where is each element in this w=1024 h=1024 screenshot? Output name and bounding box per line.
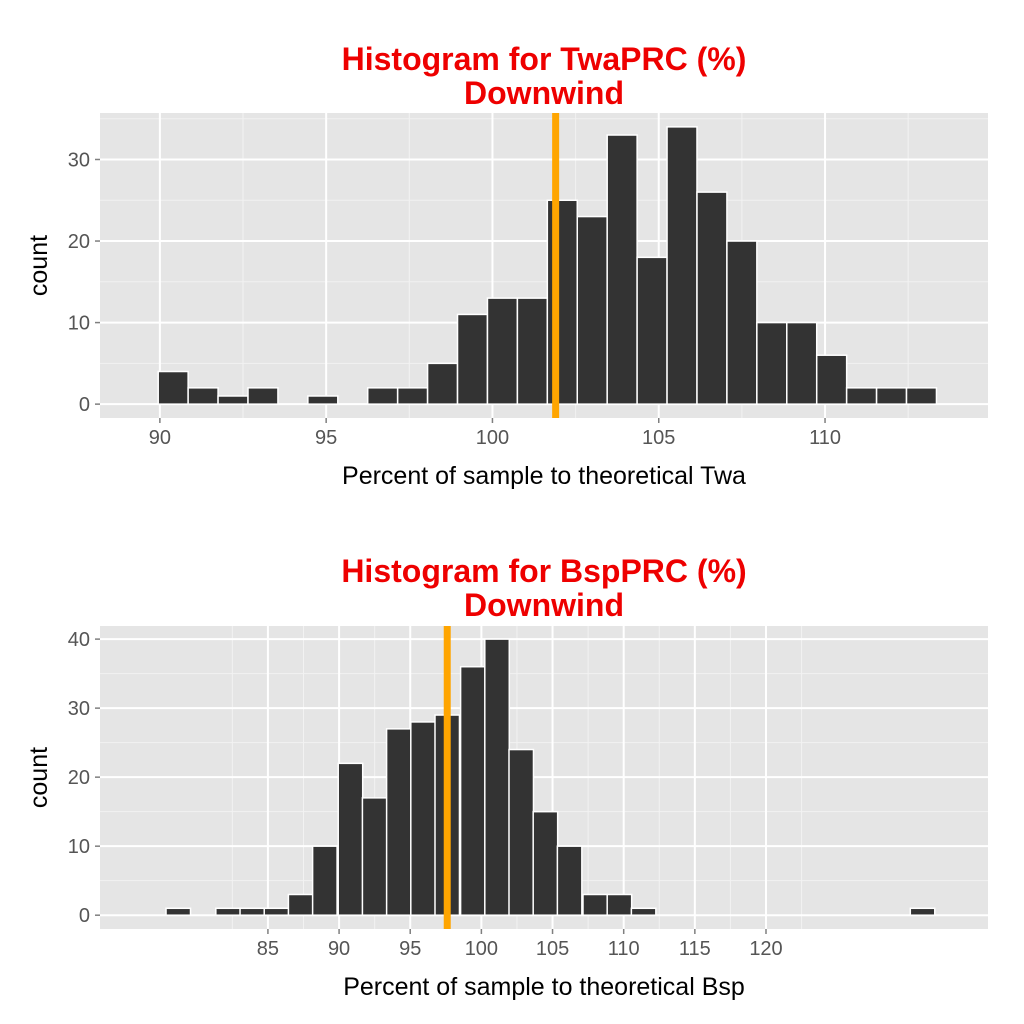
histogram-bar — [909, 907, 936, 916]
histogram-twa-panel: Histogram for TwaPRC (%) Downwind 90 95 10… — [25, 42, 988, 490]
x-axis-label: Percent of sample to theoretical Bsp — [343, 973, 745, 1001]
histogram-bar — [410, 721, 437, 916]
histogram-bar — [576, 215, 608, 405]
histogram-bar — [263, 907, 290, 916]
histogram-bar — [815, 354, 848, 405]
histogram-bar — [165, 907, 192, 916]
x-tick-label: 110 — [809, 427, 841, 449]
x-tick-label: 105 — [536, 938, 569, 960]
x-tick-label: 120 — [749, 938, 782, 960]
y-tick-label: 0 — [79, 394, 90, 416]
x-tick-label: 115 — [679, 938, 711, 960]
histogram-bar — [426, 362, 459, 405]
x-tick-label: 100 — [465, 938, 498, 960]
chart-title-bsp-main: Histogram for BspPRC (%) — [341, 553, 747, 589]
x-tick-label: 110 — [608, 938, 640, 960]
histogram-bar — [606, 893, 633, 916]
y-tick-label: 10 — [68, 313, 90, 335]
histogram-bar — [636, 256, 668, 405]
histogram-bar — [239, 907, 266, 916]
y-tick-label: 0 — [79, 905, 90, 927]
histogram-bar — [606, 134, 638, 405]
chart-title-twa-sub: Downwind — [464, 75, 624, 111]
histogram-bar — [508, 748, 535, 916]
histogram-bar — [666, 126, 698, 405]
chart-title-twa-main: Histogram for TwaPRC (%) — [341, 41, 747, 77]
x-tick-label: 90 — [328, 938, 350, 960]
x-tick-label: 100 — [476, 427, 509, 449]
histogram-bar — [630, 907, 657, 916]
histogram-bar — [337, 762, 364, 916]
histogram-bar — [311, 845, 338, 916]
x-tick-label: 90 — [149, 427, 171, 449]
y-tick-label: 20 — [68, 231, 90, 253]
y-tick-label: 30 — [68, 149, 90, 171]
y-axis-label: count — [25, 235, 53, 296]
y-tick-label: 20 — [68, 767, 90, 789]
y-tick-label: 30 — [68, 698, 90, 720]
histogram-bar — [361, 797, 388, 916]
histogram-bar — [532, 810, 559, 916]
histogram-bar — [696, 191, 728, 405]
histogram-bar — [786, 321, 818, 405]
histogram-bar — [287, 893, 314, 916]
histogram-bar — [307, 395, 339, 405]
histogram-bar — [905, 387, 938, 405]
y-axis-label: count — [25, 747, 53, 808]
histogram-bar — [459, 665, 486, 916]
chart-title-bsp: Histogram for BspPRC (%) Downwind — [100, 554, 988, 622]
histogram-bar — [582, 893, 609, 916]
y-tick-label: 10 — [68, 836, 90, 858]
histogram-bar — [247, 387, 279, 405]
chart-title-twa: Histogram for TwaPRC (%) Downwind — [100, 42, 988, 110]
x-tick-label: 105 — [642, 427, 675, 449]
x-tick-label: 95 — [315, 427, 337, 449]
histogram-bar — [484, 638, 511, 916]
histogram-bar — [556, 845, 583, 916]
histogram-bar — [215, 907, 242, 916]
histogram-bar — [385, 728, 412, 916]
chart-title-bsp-sub: Downwind — [464, 587, 624, 623]
histogram-twa-plot: 90 95 100 105 110 0 10 20 30 Percent of sample to… — [25, 113, 988, 490]
histogram-bar — [456, 313, 489, 405]
histogram-bar — [486, 297, 519, 405]
x-axis-label: Percent of sample to theoretical Twa — [342, 462, 746, 490]
x-tick-label: 95 — [399, 938, 421, 960]
y-tick-label: 40 — [68, 629, 90, 651]
histogram-bar — [756, 321, 788, 405]
x-tick-label: 85 — [257, 938, 279, 960]
